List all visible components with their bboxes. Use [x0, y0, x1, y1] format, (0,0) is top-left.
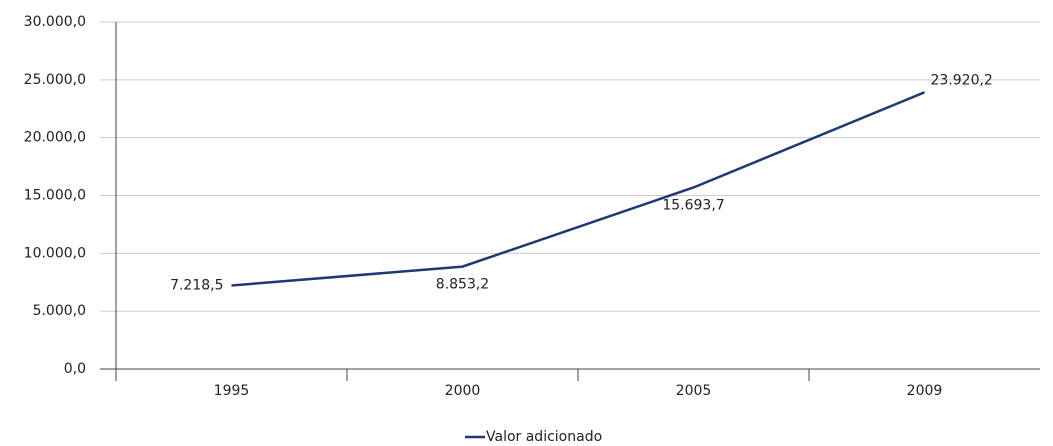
y-tick-label: 25.000,0	[24, 72, 86, 88]
data-label: 23.920,2	[931, 72, 993, 88]
data-label: 8.853,2	[436, 277, 489, 293]
data-label: 15.693,7	[662, 197, 724, 213]
y-tick-label: 10.000,0	[24, 245, 86, 261]
y-tick-label: 20.000,0	[24, 130, 86, 146]
y-tick-label: 15.000,0	[24, 188, 86, 204]
x-tick-label: 1995	[214, 383, 250, 399]
y-tick-label: 30.000,0	[24, 14, 86, 30]
x-tick-label: 2000	[445, 383, 481, 399]
legend-label: Valor adicionado	[486, 429, 602, 445]
line-series	[231, 91, 925, 287]
y-tick-label: 0,0	[64, 361, 86, 377]
x-tick-label: 2009	[907, 383, 943, 399]
x-tick-label: 2005	[676, 383, 712, 399]
y-tick-label: 5.000,0	[33, 303, 86, 319]
data-label: 7.218,5	[170, 278, 223, 294]
